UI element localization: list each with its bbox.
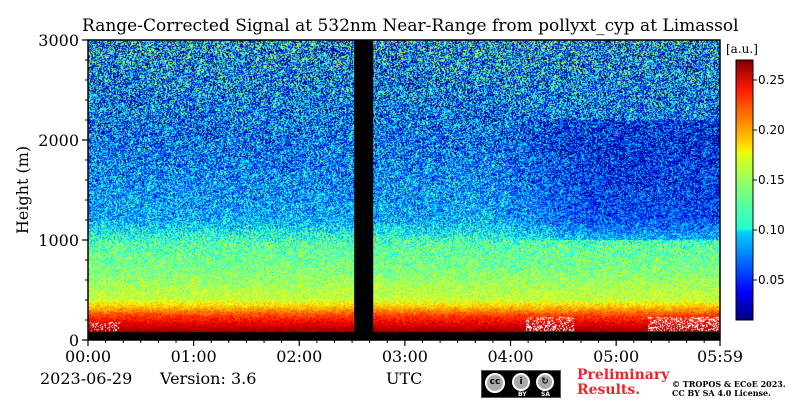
y-tick-label: 3000: [38, 31, 79, 50]
copyright-note: © TROPOS & ECoE 2023. CC BY SA 4.0 Licen…: [672, 380, 786, 398]
colorbar-ticks: 0.05 0.10 0.15 0.20 0.25: [753, 73, 785, 287]
no-data-bar: [354, 40, 374, 340]
x-axis-label: UTC: [386, 369, 423, 388]
copyright-line-2: CC BY SA 4.0 License.: [672, 388, 771, 398]
y-axis-label: Height (m): [13, 146, 32, 234]
no-data-gap: [354, 40, 374, 340]
colorbar-tick-label: 0.10: [758, 223, 785, 237]
version-label: Version: 3.6: [160, 369, 257, 388]
x-tick-label: 01:00: [171, 347, 217, 366]
y-tick-label: 0: [69, 331, 79, 350]
cc-icon: cc: [485, 373, 505, 393]
preliminary-line-1: Preliminary: [577, 367, 670, 383]
cc-license-badge: cc i ↻ BY SA: [481, 370, 561, 398]
x-tick-label: 05:59: [697, 347, 743, 366]
heatmap-layer: [88, 40, 720, 340]
chart-title: Range-Corrected Signal at 532nm Near-Ran…: [82, 16, 739, 36]
date-label: 2023-06-29: [40, 369, 133, 388]
plot-border: [87, 39, 721, 341]
heatmap-image: [88, 40, 720, 340]
colorbar-tick-label: 0.05: [758, 273, 785, 287]
y-axis: 0 1000 2000 3000: [38, 31, 88, 350]
colorbar-tick-label: 0.20: [758, 123, 785, 137]
plot-frame: [87, 39, 721, 341]
y-tick-label: 2000: [38, 131, 79, 150]
y-tick-label: 1000: [38, 231, 79, 250]
attribution-icon: i: [512, 373, 530, 391]
x-tick-label: 02:00: [276, 347, 322, 366]
copyright-line-1: © TROPOS & ECoE 2023.: [672, 379, 786, 389]
license-by-label: BY: [518, 391, 527, 398]
x-tick-label: 03:00: [382, 347, 428, 366]
share-alike-icon: ↻: [536, 373, 554, 391]
x-tick-label: 04:00: [487, 347, 533, 366]
x-axis: 00:00 01:00 02:00 03:00 04:00 05:00 05:59: [65, 340, 743, 366]
x-tick-label: 00:00: [65, 347, 111, 366]
colorbar: [735, 59, 754, 321]
colorbar-tick-label: 0.25: [758, 73, 785, 87]
license-sa-label: SA: [541, 391, 550, 398]
preliminary-line-2: Results.: [577, 382, 641, 398]
preliminary-note: Preliminary Results.: [577, 368, 669, 398]
x-tick-label: 05:00: [593, 347, 639, 366]
colorbar-unit: [a.u.]: [726, 42, 758, 56]
colorbar-tick-label: 0.15: [758, 173, 785, 187]
